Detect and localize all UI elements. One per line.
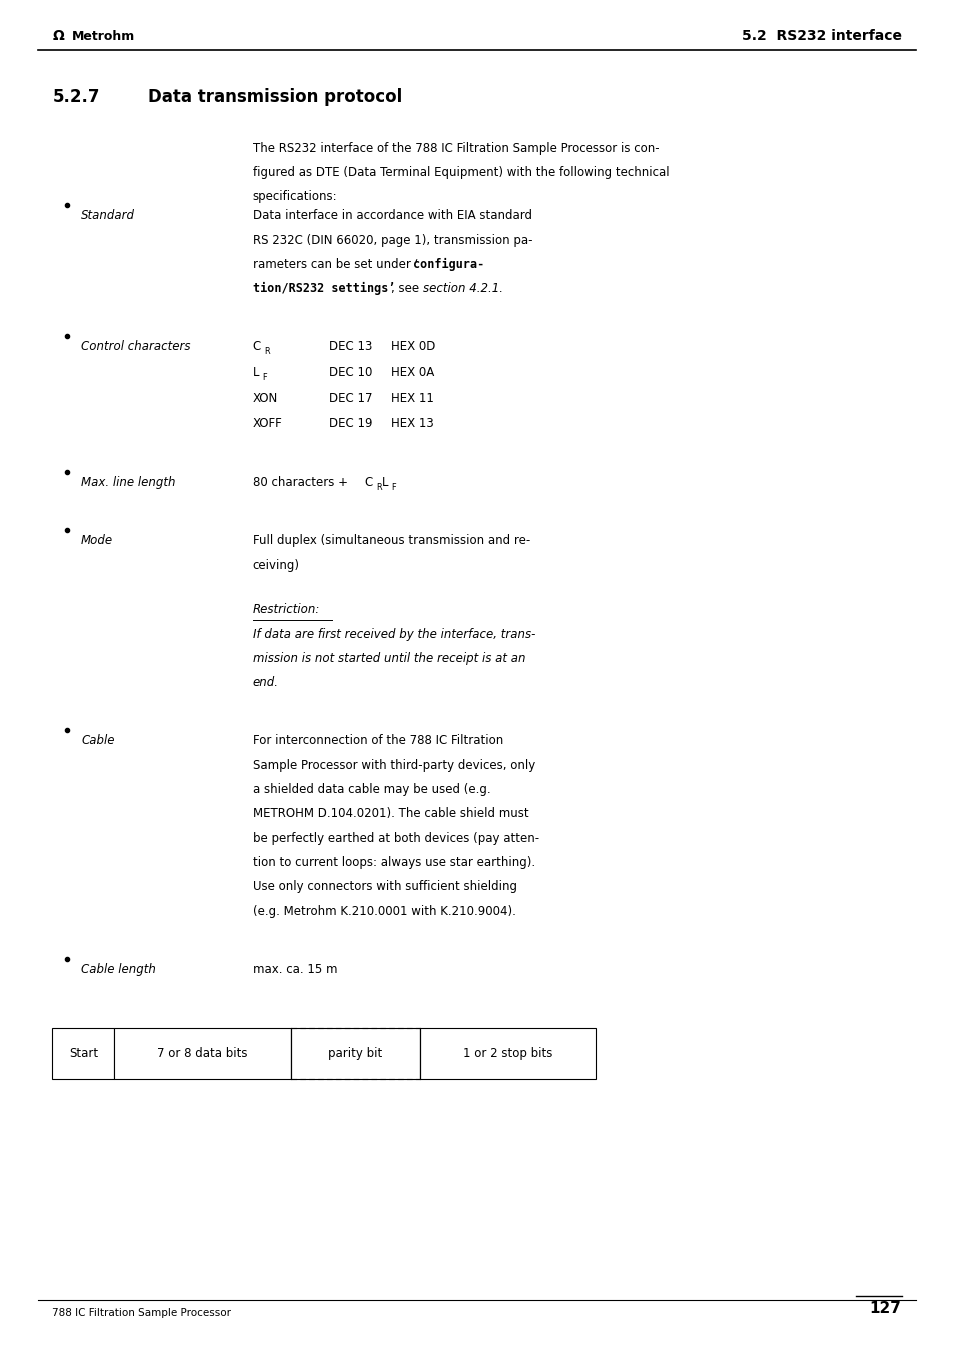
Text: If data are first received by the interface, trans-: If data are first received by the interf… [253, 628, 535, 640]
Text: Sample Processor with third-party devices, only: Sample Processor with third-party device… [253, 759, 535, 771]
Text: Standard: Standard [81, 209, 135, 223]
Text: R: R [264, 347, 270, 357]
Text: DEC 13: DEC 13 [329, 340, 372, 354]
Text: Restriction:: Restriction: [253, 604, 320, 616]
Text: Data transmission protocol: Data transmission protocol [148, 88, 402, 105]
Text: figured as DTE (Data Terminal Equipment) with the following technical: figured as DTE (Data Terminal Equipment)… [253, 166, 669, 180]
Text: Max. line length: Max. line length [81, 477, 175, 489]
Text: R: R [375, 484, 381, 492]
Text: Ω: Ω [52, 30, 64, 43]
Text: 7 or 8 data bits: 7 or 8 data bits [157, 1047, 248, 1059]
FancyBboxPatch shape [291, 1028, 419, 1079]
Text: max. ca. 15 m: max. ca. 15 m [253, 963, 337, 975]
Text: tion/RS232 settings’: tion/RS232 settings’ [253, 282, 395, 296]
Text: parity bit: parity bit [328, 1047, 382, 1059]
Text: HEX 13: HEX 13 [391, 417, 434, 430]
Text: mission is not started until the receipt is at an: mission is not started until the receipt… [253, 653, 525, 665]
Text: For interconnection of the 788 IC Filtration: For interconnection of the 788 IC Filtra… [253, 735, 502, 747]
Text: end.: end. [253, 677, 278, 689]
Text: HEX 0D: HEX 0D [391, 340, 436, 354]
Text: DEC 10: DEC 10 [329, 366, 372, 380]
Text: be perfectly earthed at both devices (pay atten-: be perfectly earthed at both devices (pa… [253, 832, 538, 844]
Text: RS 232C (DIN 66020, page 1), transmission pa-: RS 232C (DIN 66020, page 1), transmissio… [253, 234, 532, 247]
FancyBboxPatch shape [52, 1028, 114, 1079]
Text: HEX 0A: HEX 0A [391, 366, 434, 380]
Text: The RS232 interface of the 788 IC Filtration Sample Processor is con-: The RS232 interface of the 788 IC Filtra… [253, 142, 659, 155]
Text: 127: 127 [869, 1301, 901, 1316]
Text: Full duplex (simultaneous transmission and re-: Full duplex (simultaneous transmission a… [253, 535, 530, 547]
Text: a shielded data cable may be used (e.g.: a shielded data cable may be used (e.g. [253, 784, 490, 796]
Text: C: C [253, 340, 261, 354]
Text: Use only connectors with sufficient shielding: Use only connectors with sufficient shie… [253, 881, 517, 893]
Text: DEC 17: DEC 17 [329, 392, 373, 404]
Text: F: F [391, 484, 395, 492]
Text: , see: , see [391, 282, 422, 296]
Text: 1 or 2 stop bits: 1 or 2 stop bits [463, 1047, 552, 1059]
Text: 788 IC Filtration Sample Processor: 788 IC Filtration Sample Processor [52, 1308, 232, 1317]
Text: tion to current loops: always use star earthing).: tion to current loops: always use star e… [253, 857, 535, 869]
Text: 5.2.7: 5.2.7 [52, 88, 100, 105]
Text: specifications:: specifications: [253, 190, 337, 204]
Text: (e.g. Metrohm K.210.0001 with K.210.9004).: (e.g. Metrohm K.210.0001 with K.210.9004… [253, 905, 516, 917]
Text: L: L [381, 477, 388, 489]
Text: XON: XON [253, 392, 277, 404]
Text: configura-: configura- [413, 258, 484, 272]
Text: Data interface in accordance with EIA standard: Data interface in accordance with EIA st… [253, 209, 531, 223]
Text: Metrohm: Metrohm [71, 30, 134, 43]
Text: 5.2  RS232 interface: 5.2 RS232 interface [740, 30, 901, 43]
Text: section 4.2.1.: section 4.2.1. [422, 282, 502, 296]
FancyBboxPatch shape [419, 1028, 596, 1079]
Text: F: F [262, 373, 267, 382]
Text: L: L [253, 366, 259, 380]
Text: C: C [364, 477, 373, 489]
FancyBboxPatch shape [114, 1028, 291, 1079]
Text: Cable length: Cable length [81, 963, 155, 975]
Text: rameters can be set under ‘: rameters can be set under ‘ [253, 258, 417, 272]
Text: Control characters: Control characters [81, 340, 191, 354]
Text: Mode: Mode [81, 535, 113, 547]
Text: DEC 19: DEC 19 [329, 417, 373, 430]
Text: ceiving): ceiving) [253, 559, 299, 571]
Text: 80 characters +: 80 characters + [253, 477, 352, 489]
Text: Cable: Cable [81, 735, 114, 747]
Text: Start: Start [69, 1047, 98, 1059]
Text: XOFF: XOFF [253, 417, 282, 430]
Text: HEX 11: HEX 11 [391, 392, 434, 404]
Text: METROHM D.104.0201). The cable shield must: METROHM D.104.0201). The cable shield mu… [253, 808, 528, 820]
